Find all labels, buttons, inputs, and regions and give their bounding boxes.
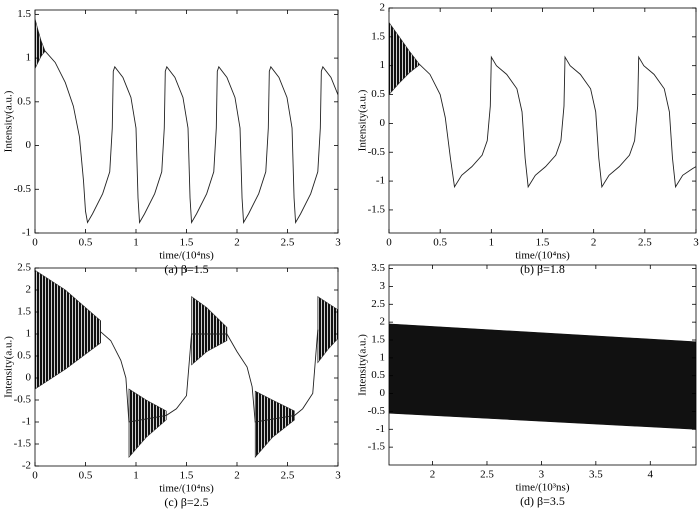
intensity-line (100, 329, 319, 423)
panel-caption: (b) β=1.8 (520, 262, 565, 276)
y-tick-label: 0 (26, 139, 32, 151)
x-tick-label: 0.5 (433, 237, 447, 249)
y-tick-label: -1.5 (368, 441, 386, 453)
x-tick-label: 3 (335, 470, 341, 482)
x-tick-label: 2.5 (281, 237, 295, 249)
y-axis-label: Intensity(a.u.) (3, 336, 15, 398)
y-axis-label: Intensity(a.u.) (3, 90, 15, 152)
y-tick-label: 1.5 (17, 8, 31, 20)
panel-caption: (d) β=3.5 (520, 494, 565, 508)
y-tick-label: -0.5 (368, 146, 386, 158)
x-tick-label: 1.5 (180, 237, 194, 249)
y-tick-label: -2 (22, 460, 31, 472)
x-tick-label: 0.5 (79, 237, 93, 249)
y-tick-label: 0.5 (17, 350, 31, 362)
x-tick-label: 1 (133, 470, 139, 482)
x-tick-label: 1.5 (180, 470, 194, 482)
y-tick-label: 2.5 (17, 262, 31, 274)
y-tick-label: 0 (26, 372, 32, 384)
plot-area (389, 323, 696, 430)
y-axis-label: Intensity(a.u.) (357, 89, 369, 151)
y-tick-label: -0.5 (368, 405, 386, 417)
plot-area (389, 21, 696, 189)
axes-box (388, 264, 697, 466)
y-tick-label: 1 (380, 351, 386, 363)
x-tick-label: 0 (32, 470, 38, 482)
y-tick-label: -0.5 (14, 183, 32, 195)
x-tick-label: 2 (234, 237, 240, 249)
y-tick-label: -1.5 (368, 203, 386, 215)
y-tick-label: -1 (376, 175, 385, 187)
oscillation-band (191, 296, 228, 366)
x-tick-label: 2 (234, 470, 240, 482)
y-tick-label: 0 (380, 117, 386, 129)
x-tick-label: 3 (539, 469, 545, 481)
x-axis-label: time/(10⁴ns) (159, 483, 214, 495)
y-tick-label: 1.5 (371, 334, 385, 346)
panel-caption: (c) β=2.5 (164, 495, 208, 509)
x-tick-label: 1 (489, 237, 495, 249)
y-tick-label: 0 (380, 387, 386, 399)
oscillation-band (128, 388, 167, 459)
y-tick-label: 1 (380, 59, 386, 71)
oscillation-band (35, 18, 46, 69)
oscillation-band (35, 269, 101, 390)
oscillation-band (254, 390, 295, 459)
y-tick-label: 2 (380, 2, 386, 14)
y-tick-label: -1 (22, 227, 31, 239)
y-tick-label: 2.5 (371, 298, 385, 310)
y-tick-label: 0.5 (371, 88, 385, 100)
x-tick-label: 1 (133, 237, 139, 249)
x-axis-label: time/(10⁴ns) (515, 250, 570, 262)
y-tick-label: -1 (376, 423, 385, 435)
oscillation-band (389, 323, 696, 430)
y-tick-label: 1.5 (17, 306, 31, 318)
oscillation-band (389, 21, 421, 95)
oscillation-band (317, 296, 338, 364)
y-tick-label: 0.5 (371, 369, 385, 381)
plot-area (35, 18, 338, 225)
x-tick-label: 0.5 (79, 470, 93, 482)
y-tick-label: -1 (22, 416, 31, 428)
y-tick-label: 1 (26, 52, 32, 64)
x-tick-label: 3 (335, 237, 341, 249)
x-tick-label: 0 (32, 237, 38, 249)
x-tick-label: 4 (648, 469, 654, 481)
x-axis-label: time/(10³ns) (515, 482, 569, 494)
y-tick-label: -0.5 (14, 394, 32, 406)
axes-box (388, 7, 697, 234)
y-tick-label: -1.5 (14, 438, 32, 450)
plot-area (35, 269, 338, 459)
y-tick-label: 2 (380, 316, 386, 328)
y-tick-label: 3.5 (371, 262, 385, 274)
x-tick-label: 1.5 (536, 237, 550, 249)
x-axis-label: time/(10⁴ns) (159, 250, 214, 262)
x-tick-label: 2 (430, 469, 436, 481)
x-tick-label: 2.5 (638, 237, 652, 249)
y-tick-label: 1.5 (371, 30, 385, 42)
x-tick-label: 2.5 (281, 470, 295, 482)
intensity-line (44, 50, 338, 225)
x-tick-label: 2.5 (480, 469, 494, 481)
x-tick-label: 2 (591, 237, 597, 249)
y-axis-label: Intensity(a.u.) (357, 334, 369, 396)
y-tick-label: 0.5 (17, 95, 31, 107)
y-tick-label: 2 (26, 284, 32, 296)
x-tick-label: 3.5 (589, 469, 603, 481)
intensity-line (419, 55, 696, 189)
axes-box (34, 267, 339, 467)
y-tick-label: 3 (380, 280, 386, 292)
x-tick-label: 0 (386, 237, 392, 249)
y-tick-label: 1 (26, 328, 32, 340)
x-tick-label: 3 (693, 237, 699, 249)
